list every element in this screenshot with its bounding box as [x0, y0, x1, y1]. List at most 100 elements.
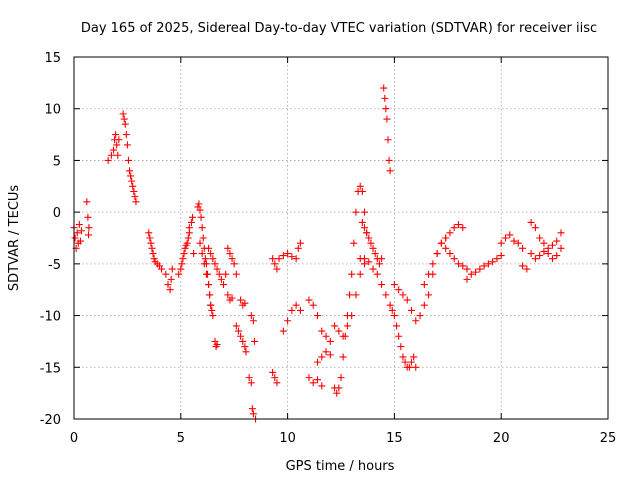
data-point	[232, 322, 240, 330]
data-point	[113, 141, 121, 149]
series-s15	[232, 322, 250, 356]
series-s14	[224, 291, 236, 304]
data-point	[115, 136, 123, 144]
data-point	[343, 322, 351, 330]
series-s25	[314, 348, 334, 366]
series-s01	[70, 221, 85, 252]
y-tick-label: -10	[40, 310, 61, 325]
data-point	[420, 281, 428, 289]
data-point	[360, 208, 368, 216]
data-point	[463, 275, 471, 283]
data-point	[548, 241, 556, 249]
data-point	[407, 358, 415, 366]
data-point	[450, 255, 458, 263]
data-point	[228, 255, 236, 263]
series-s38	[527, 218, 565, 252]
data-point	[213, 265, 221, 273]
data-point	[73, 229, 81, 237]
data-point	[279, 327, 287, 335]
data-point	[410, 353, 418, 361]
data-point	[540, 247, 548, 255]
data-point	[206, 291, 214, 299]
data-point	[381, 94, 389, 102]
data-point	[326, 337, 334, 345]
series-s10	[196, 239, 217, 320]
data-point	[237, 332, 245, 340]
data-point	[199, 234, 207, 242]
data-point	[395, 332, 403, 340]
data-point	[454, 221, 462, 229]
data-point	[296, 306, 304, 314]
data-point	[230, 260, 238, 268]
data-point	[292, 301, 300, 309]
series-s35	[463, 252, 505, 283]
x-tick-label: 20	[493, 431, 510, 446]
data-point	[288, 306, 296, 314]
data-point	[331, 322, 339, 330]
series-s12	[211, 337, 221, 351]
data-point	[211, 260, 219, 268]
axis-ticks	[73, 56, 609, 420]
data-point	[131, 193, 139, 201]
data-point	[202, 270, 210, 278]
data-point	[305, 374, 313, 382]
data-point	[224, 244, 232, 252]
data-point	[519, 262, 527, 270]
series-s13	[224, 244, 240, 278]
data-point	[433, 250, 441, 258]
data-point	[181, 244, 189, 252]
x-tick-label: 5	[177, 431, 185, 446]
series-s04	[119, 110, 140, 206]
data-point	[200, 260, 208, 268]
data-point	[239, 337, 247, 345]
data-point	[85, 224, 93, 232]
data-point	[544, 250, 552, 258]
series-s03	[104, 131, 123, 164]
data-point	[217, 275, 225, 283]
data-point	[390, 312, 398, 320]
series-s26	[331, 182, 371, 397]
data-point	[179, 255, 187, 263]
data-point	[209, 255, 217, 263]
data-point	[196, 239, 204, 247]
data-point	[378, 255, 386, 263]
data-point	[241, 343, 249, 351]
series-s39	[527, 244, 565, 263]
data-point	[437, 239, 445, 247]
data-point	[523, 265, 531, 273]
data-point	[314, 376, 322, 384]
data-point	[527, 250, 535, 258]
data-point	[148, 244, 156, 252]
data-point	[322, 332, 330, 340]
data-point	[149, 250, 157, 258]
data-point	[119, 110, 127, 118]
data-point	[288, 253, 296, 261]
data-point	[271, 374, 279, 382]
data-point	[375, 260, 383, 268]
data-point	[416, 312, 424, 320]
data-point	[425, 270, 433, 278]
data-point	[198, 224, 206, 232]
data-point	[446, 229, 454, 237]
data-point	[420, 301, 428, 309]
data-point	[146, 234, 154, 242]
data-point	[185, 224, 193, 232]
data-point	[168, 265, 176, 273]
y-tick-labels: -20 -15 -10 -5 0 5 10 15	[40, 51, 61, 428]
grid-lines	[74, 57, 608, 419]
data-point	[273, 265, 281, 273]
data-point	[382, 291, 390, 299]
data-point	[360, 260, 368, 268]
data-point	[166, 286, 174, 294]
data-point	[84, 213, 92, 221]
y-tick-label: -5	[48, 258, 61, 273]
data-point	[442, 234, 450, 242]
data-point	[234, 327, 242, 335]
data-point	[497, 239, 505, 247]
data-point	[122, 131, 130, 139]
data-point	[207, 301, 215, 309]
data-point	[386, 167, 394, 175]
data-point	[463, 265, 471, 273]
data-point	[213, 341, 221, 349]
data-point	[557, 244, 565, 252]
